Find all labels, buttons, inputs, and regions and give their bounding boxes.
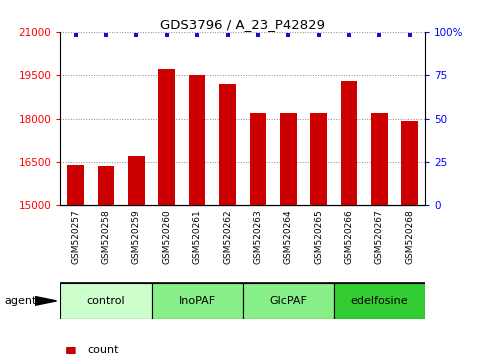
Point (224, 33, 231, 38)
Text: GSM520265: GSM520265 (314, 209, 323, 264)
Point (71, 33, 79, 38)
Text: GSM520260: GSM520260 (162, 209, 171, 264)
Text: GSM520266: GSM520266 (344, 209, 354, 264)
Text: InoPAF: InoPAF (179, 296, 216, 306)
Point (315, 33, 323, 38)
Text: agent: agent (5, 296, 37, 306)
Bar (158, 69, 175, 354)
Text: GSM520262: GSM520262 (223, 209, 232, 264)
Bar (250, 113, 266, 354)
Text: GlcPAF: GlcPAF (270, 296, 307, 306)
Text: GSM520267: GSM520267 (375, 209, 384, 264)
Bar (401, 121, 418, 354)
Point (163, 33, 170, 38)
Text: control: control (86, 296, 125, 306)
Bar (67, 165, 84, 354)
Text: GSM520259: GSM520259 (132, 209, 141, 264)
Text: GSM520261: GSM520261 (193, 209, 201, 264)
Text: GSM520268: GSM520268 (405, 209, 414, 264)
Point (284, 33, 292, 38)
Title: GDS3796 / A_23_P42829: GDS3796 / A_23_P42829 (160, 18, 325, 31)
Text: GSM520264: GSM520264 (284, 209, 293, 264)
Bar (310, 113, 327, 354)
Point (406, 33, 414, 38)
Text: edelfosine: edelfosine (351, 296, 408, 306)
Bar (128, 156, 145, 354)
Bar (152, 283, 243, 319)
Point (345, 33, 353, 38)
Point (254, 33, 262, 38)
Text: GSM520263: GSM520263 (254, 209, 262, 264)
Bar (371, 113, 388, 354)
Bar (189, 75, 205, 354)
Bar (98, 166, 114, 354)
Bar (219, 84, 236, 354)
Bar (60, 283, 152, 319)
Text: GSM520258: GSM520258 (101, 209, 111, 264)
Point (102, 33, 110, 38)
Point (376, 33, 384, 38)
Text: GSM520257: GSM520257 (71, 209, 80, 264)
Point (193, 33, 201, 38)
Text: count: count (87, 346, 118, 354)
Bar (243, 283, 334, 319)
Point (132, 33, 140, 38)
Text: ■: ■ (65, 344, 77, 354)
Bar (341, 81, 357, 354)
Bar (280, 113, 297, 354)
Polygon shape (35, 296, 57, 306)
Bar (334, 283, 425, 319)
